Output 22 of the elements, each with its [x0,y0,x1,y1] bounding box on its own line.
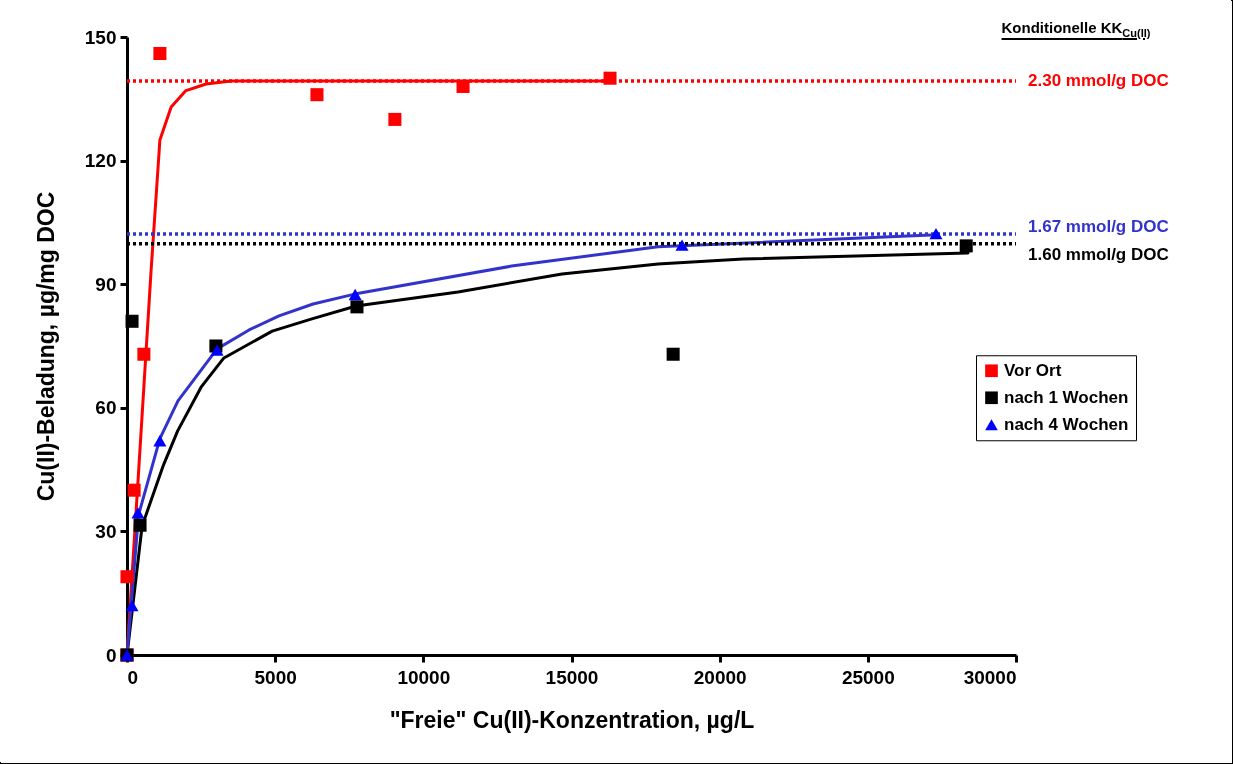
legend-label: Vor Ort [1004,360,1062,380]
ref-line-label: 2.30 mmol/g DOC [1028,71,1169,91]
ref-line-label: 1.67 mmol/g DOC [1028,216,1169,236]
y-axis-title: Cu(II)-Beladung, µg/mg DOC [32,191,59,502]
x-axis-title: "Freie" Cu(II)-Konzentration, µg/L [389,706,755,733]
legend-label: nach 1 Wochen [1004,387,1129,407]
y-tick-label: 30 [95,520,117,542]
x-tick-label: 5000 [254,666,297,688]
annotation: Konditionelle KK$_{Cu(II)}$ [1000,19,1152,39]
ref-line-label: 1.60 mmol/g DOC [1028,244,1169,264]
y-tick-label: 0 [105,644,117,666]
x-tick-label: 25000 [841,666,895,688]
y-tick-label: 90 [95,273,117,295]
x-tick-label: 10000 [397,666,451,688]
x-tick-label: 15000 [545,666,599,688]
x-tick-label: 30000 [963,666,1017,688]
y-tick-label: 60 [95,397,117,419]
y-tick-label: 120 [84,150,117,172]
legend-label: nach 4 Wochen [1004,414,1129,434]
x-tick-label: 20000 [693,666,747,688]
y-tick-label: 150 [84,26,117,48]
x-tick-label: 0 [127,666,139,688]
